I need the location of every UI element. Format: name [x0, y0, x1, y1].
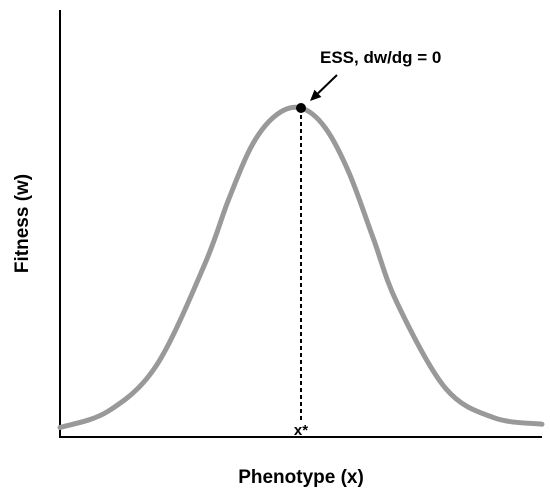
ess-annotation: ESS, dw/dg = 0 [320, 48, 441, 67]
ess-peak-point [296, 103, 306, 113]
y-axis-label: Fitness (w) [12, 174, 33, 273]
ess-arrow-head [310, 89, 322, 101]
fitness-curve [57, 104, 545, 430]
x-axis-label: Phenotype (x) [238, 467, 364, 488]
x-star-label: x* [294, 422, 308, 439]
ess-arrow [317, 74, 338, 95]
